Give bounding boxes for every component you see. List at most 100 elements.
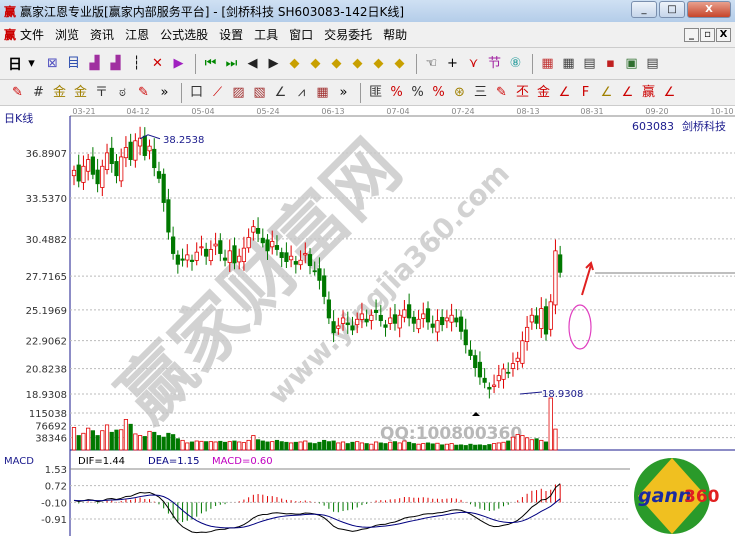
left-arrow-icon[interactable]: ◆ <box>289 56 300 71</box>
angle-lines-icon[interactable]: 丕 <box>515 85 529 100</box>
menu-settings[interactable]: 设置 <box>219 28 244 42</box>
festival-icon[interactable]: 节 <box>487 56 501 71</box>
menu-tools[interactable]: 工具 <box>254 28 279 42</box>
date-tick: 08-31 <box>580 107 603 116</box>
maximize-button[interactable]: □ <box>659 1 685 18</box>
gold-angle-icon[interactable]: 金 <box>536 85 550 100</box>
menu-browse[interactable]: 浏览 <box>55 28 80 42</box>
gold-lines-icon[interactable]: 三 <box>473 85 487 100</box>
menu-window[interactable]: 窗口 <box>289 28 314 42</box>
more2-icon[interactable]: » <box>339 85 348 100</box>
candle-dropdown-icon[interactable]: ┆ <box>132 56 141 71</box>
menu-gann[interactable]: 江恩 <box>125 28 150 42</box>
more-icon[interactable]: » <box>160 85 169 100</box>
f-angle-icon[interactable]: F <box>581 85 590 100</box>
fan-icon[interactable]: ⟋ <box>212 85 223 100</box>
volume-bar <box>322 439 327 451</box>
logo-diamond <box>638 458 706 534</box>
candle <box>506 371 511 374</box>
candle <box>553 250 558 306</box>
last-icon[interactable]: ⏭ <box>225 56 238 71</box>
low-label: 18.9308 <box>542 389 583 400</box>
spiral-icon[interactable]: ಠ <box>119 85 126 100</box>
candle <box>440 316 445 326</box>
flag-icon[interactable]: ▶ <box>173 56 184 71</box>
menu-info[interactable]: 资讯 <box>90 28 115 42</box>
square-icon[interactable]: ▨ <box>232 85 245 100</box>
menu-file[interactable]: 文件 <box>20 28 45 42</box>
gold-fan-icon[interactable]: ∠ <box>600 85 613 100</box>
fan2-icon[interactable]: ∠ <box>621 85 634 100</box>
macd-tick: 0.72 <box>45 482 67 493</box>
pen-icon[interactable]: ✎ <box>12 85 23 100</box>
right-arrow-icon[interactable]: ◆ <box>310 56 321 71</box>
list-icon[interactable]: 匪 <box>368 85 382 100</box>
compress-icon[interactable]: ◆ <box>352 56 363 71</box>
zigzag-icon[interactable]: ⩘ <box>297 85 306 100</box>
percent-icon[interactable]: % <box>411 85 424 100</box>
kline-chart[interactable]: 日K线 603083 剑桥科技 03-21 04-12 05-04 05-24 06-13 07… <box>0 106 735 536</box>
menu-trade[interactable]: 交易委托 <box>324 28 373 42</box>
ruler-icon[interactable]: ✎ <box>138 85 149 100</box>
menu-formula[interactable]: 公式选股 <box>160 28 209 42</box>
next-icon[interactable]: ▶ <box>268 56 279 71</box>
calculator-icon[interactable]: ▦ <box>562 56 575 71</box>
angle-icon[interactable]: ∠ <box>274 85 287 100</box>
square-fan-icon[interactable]: ▧ <box>253 85 266 100</box>
trade-icon[interactable]: ▤ <box>646 56 659 71</box>
candle <box>510 363 516 369</box>
minimize-button[interactable]: _ <box>631 1 657 18</box>
candle <box>171 236 176 254</box>
close-button[interactable]: X <box>687 1 731 18</box>
fan3-icon[interactable]: ∠ <box>663 85 676 100</box>
percent-line-icon[interactable]: % <box>432 85 445 100</box>
period-button[interactable]: 日 <box>8 56 22 73</box>
candle <box>383 324 388 328</box>
win-fan-icon[interactable]: 赢 <box>641 85 655 100</box>
menu-help[interactable]: 帮助 <box>383 28 408 42</box>
kline-9-icon[interactable]: ▟ <box>110 56 121 71</box>
self-select-icon[interactable]: 目 <box>66 56 80 71</box>
calc-number-icon[interactable]: ⑧ <box>509 56 522 71</box>
expand-icon[interactable]: ◆ <box>331 56 342 71</box>
period-dropdown-icon[interactable]: ▾ <box>28 56 35 71</box>
calendar-icon[interactable]: ▦ <box>541 56 554 71</box>
mdi-minimize-button[interactable]: _ <box>684 28 699 42</box>
pen-line-icon[interactable]: ✎ <box>496 85 507 100</box>
volume-bar <box>161 436 166 451</box>
notes-icon[interactable]: ▤ <box>583 56 596 71</box>
percent-box-icon[interactable]: % <box>390 85 403 100</box>
zoom-in-icon[interactable]: ◆ <box>373 56 384 71</box>
hand-icon[interactable]: ☜ <box>425 56 438 71</box>
candle <box>128 141 133 160</box>
volume-bar <box>293 441 298 451</box>
volume-bar <box>487 444 492 451</box>
grid-icon[interactable]: # <box>33 85 44 100</box>
box-icon[interactable]: 口 <box>189 85 203 100</box>
gann-angle-icon[interactable]: ∠ <box>558 85 571 100</box>
zoom-out-icon[interactable]: ◆ <box>394 56 405 71</box>
draw-icon[interactable]: ⋎ <box>468 56 479 71</box>
volume-bar <box>237 441 242 451</box>
candle <box>359 313 365 320</box>
save-icon[interactable]: ▪ <box>606 56 615 71</box>
volume-bar <box>501 441 506 451</box>
gold-line2-icon[interactable]: 金 <box>73 85 87 100</box>
gold-circle-icon[interactable]: ⊛ <box>454 85 465 100</box>
menu-logo-icon: 赢 <box>4 28 17 42</box>
volume-bar <box>312 443 317 451</box>
volume-bar <box>128 423 133 451</box>
gold-line-icon[interactable]: 金 <box>52 85 66 100</box>
prev-icon[interactable]: ◀ <box>247 56 258 71</box>
grid-box-icon[interactable]: ▦ <box>316 85 329 100</box>
fib-icon[interactable]: 〒 <box>94 85 108 100</box>
candle <box>156 171 162 179</box>
mdi-close-button[interactable]: X <box>716 28 731 42</box>
first-icon[interactable]: ⏮ <box>204 56 217 71</box>
network-icon[interactable]: ▣ <box>625 56 638 71</box>
kline-3-icon[interactable]: ▟ <box>89 56 100 71</box>
gann-icon[interactable]: ✕ <box>152 56 163 71</box>
mdi-restore-button[interactable]: ▫ <box>700 28 715 42</box>
crosshair-icon[interactable]: + <box>447 56 458 71</box>
chart-type-icon[interactable]: ⊠ <box>47 56 58 71</box>
